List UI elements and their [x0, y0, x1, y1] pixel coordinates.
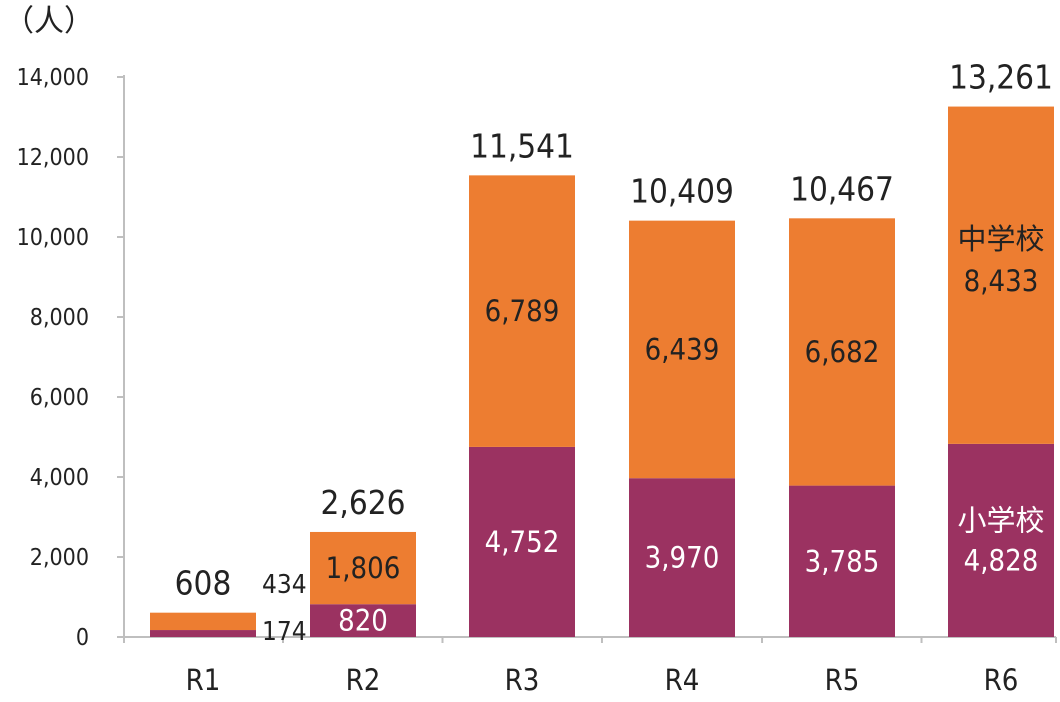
- bar-segment-junior-high: [948, 106, 1054, 444]
- total-value-label: 11,541: [470, 126, 574, 165]
- total-value-label: 2,626: [321, 483, 406, 522]
- y-tick-label: 6,000: [30, 385, 89, 411]
- x-category-label: R6: [984, 663, 1019, 697]
- bar-segment-junior-high: [310, 531, 416, 605]
- x-category-label: R2: [346, 663, 381, 697]
- total-value-label: 10,467: [790, 169, 894, 208]
- elementary-value-label: 3,785: [805, 544, 880, 578]
- x-category-label: R4: [665, 663, 700, 697]
- elementary-series-name: 小学校: [957, 503, 1044, 537]
- bar-segment-elementary: [150, 630, 256, 637]
- x-category-label: R1: [186, 663, 221, 697]
- bar-segment-junior-high: [150, 612, 256, 631]
- junior-high-value-label: 6,789: [485, 294, 560, 328]
- bar-segment-elementary: [629, 478, 735, 637]
- elementary-value-label: 174: [262, 617, 307, 647]
- data-labels: R1 608 434 174 R2 2,626 1,806 820 R3 11,541 6,789 4…: [175, 58, 1053, 697]
- junior-high-value-label: 8,433: [964, 264, 1039, 298]
- y-tick-label: 8,000: [30, 305, 89, 331]
- bar-segment-elementary: [789, 485, 895, 637]
- y-tick-label: 2,000: [30, 545, 89, 571]
- elementary-value-label: 3,970: [645, 541, 720, 575]
- junior-high-value-label: 6,439: [645, 332, 720, 366]
- bar-segment-junior-high: [789, 218, 895, 486]
- bar-segment-elementary: [469, 446, 575, 637]
- junior-high-value-label: 6,682: [805, 335, 880, 369]
- junior-high-value-label: 434: [262, 570, 307, 600]
- axes: 0 2,000 4,000 6,000 8,000 10,000 12,000 14,000: [17, 65, 1057, 651]
- y-tick-label: 12,000: [17, 145, 89, 171]
- total-value-label: 13,261: [949, 58, 1053, 97]
- elementary-value-label: 4,828: [964, 543, 1039, 577]
- x-category-label: R3: [505, 663, 540, 697]
- bar-segment-elementary: [948, 443, 1054, 637]
- total-value-label: 608: [175, 564, 232, 603]
- elementary-value-label: 820: [338, 604, 388, 638]
- total-value-label: 10,409: [630, 172, 734, 211]
- y-tick-label: 14,000: [17, 65, 89, 91]
- bar-segment-junior-high: [469, 175, 575, 447]
- y-tick-label: 0: [76, 625, 89, 651]
- elementary-value-label: 4,752: [485, 525, 560, 559]
- junior-high-value-label: 1,806: [326, 551, 401, 585]
- y-axis-unit-label: （人）: [4, 4, 94, 39]
- y-tick-label: 10,000: [17, 225, 89, 251]
- bar-segment-elementary: [310, 604, 416, 637]
- x-category-label: R5: [825, 663, 860, 697]
- y-tick-label: 4,000: [30, 465, 89, 491]
- bar-series: [150, 106, 1054, 637]
- junior-high-series-name: 中学校: [957, 222, 1044, 256]
- bar-segment-junior-high: [629, 220, 735, 479]
